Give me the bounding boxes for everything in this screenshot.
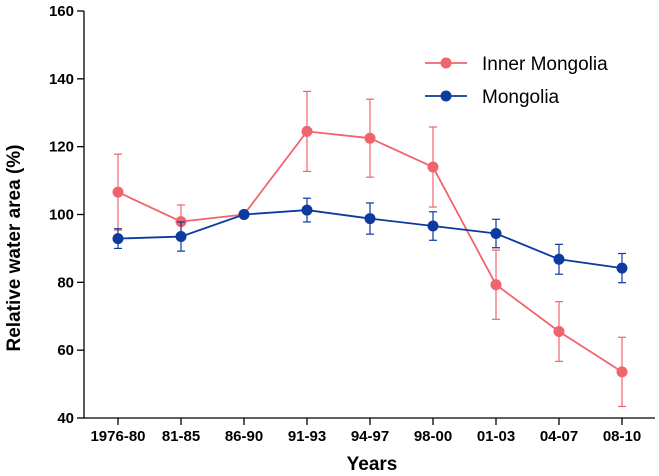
data-point [112, 233, 124, 245]
y-axis-ticks: 40 60 80 100 120 140 160 [49, 3, 84, 427]
y-tick-label: 140 [49, 71, 74, 88]
legend-item: Mongolia [425, 87, 560, 108]
y-tick-label: 80 [57, 274, 74, 291]
data-point [427, 220, 439, 232]
legend-label: Inner Mongolia [482, 54, 608, 75]
x-tick-label: 91-93 [288, 428, 326, 445]
data-point [112, 186, 124, 198]
legend-marker [440, 57, 452, 69]
series-layer [112, 90, 628, 408]
data-point [427, 161, 439, 173]
data-point [616, 366, 628, 378]
x-tick-label: 81-85 [162, 428, 200, 445]
y-tick-label: 60 [57, 342, 74, 359]
y-tick-label: 160 [49, 3, 74, 20]
data-point [301, 204, 313, 216]
data-point [364, 213, 376, 225]
series-inner-mongolia [112, 90, 628, 408]
x-tick-label: 98-00 [414, 428, 452, 445]
data-point [490, 279, 502, 291]
data-point [301, 125, 313, 137]
y-tick-label: 40 [57, 410, 74, 427]
data-point [175, 231, 187, 243]
x-axis-ticks: 1976-80 81-85 86-90 91-93 94-97 98-00 01-03 04-… [90, 418, 641, 445]
data-point [616, 262, 628, 274]
x-tick-label: 08-10 [603, 428, 641, 445]
y-axis-title: Relative water area (%) [4, 145, 25, 352]
data-point [364, 132, 376, 144]
legend: Inner Mongolia Mongolia [425, 54, 608, 108]
x-axis-title: Years [347, 454, 398, 475]
legend-item: Inner Mongolia [425, 54, 608, 75]
data-point [553, 326, 565, 338]
x-tick-label: 01-03 [477, 428, 515, 445]
data-point [553, 253, 565, 265]
series-mongolia [112, 197, 628, 284]
data-point [238, 209, 250, 220]
x-tick-label: 04-07 [540, 428, 578, 445]
legend-label: Mongolia [482, 87, 560, 108]
x-tick-label: 1976-80 [90, 428, 145, 445]
y-tick-label: 120 [49, 139, 74, 156]
data-point [490, 227, 502, 239]
x-tick-label: 86-90 [225, 428, 263, 445]
x-tick-label: 94-97 [351, 428, 389, 445]
legend-marker [440, 90, 452, 102]
y-tick-label: 100 [49, 207, 74, 224]
